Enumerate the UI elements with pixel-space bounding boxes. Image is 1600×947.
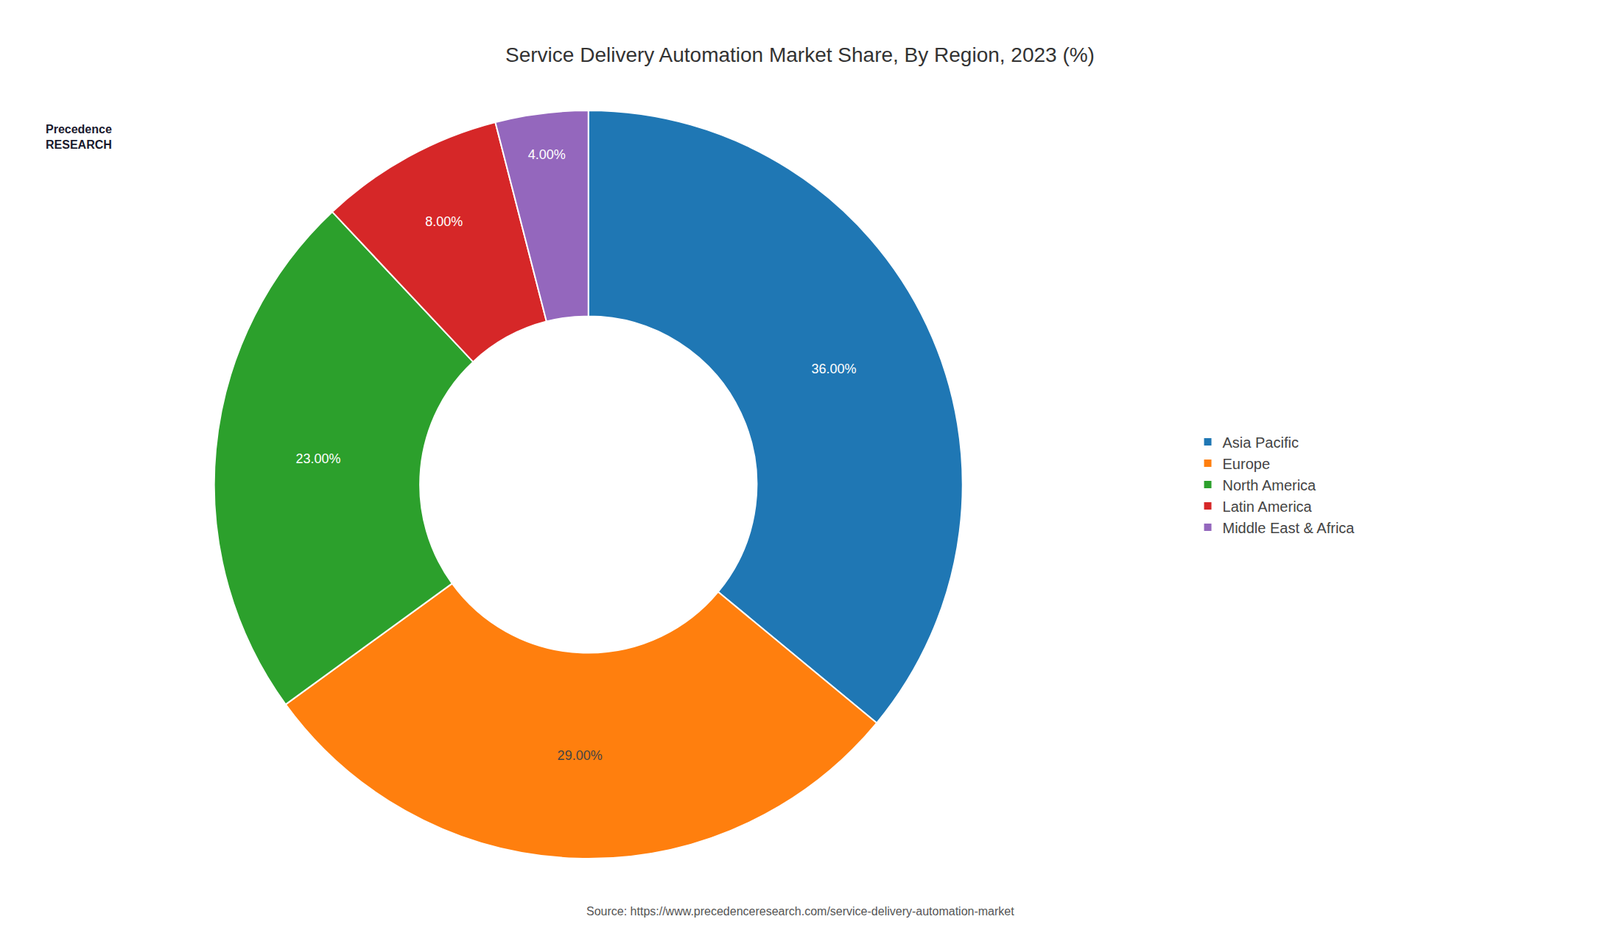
svg-text:PrecedenceRESEARCH: PrecedenceRESEARCH [45, 123, 112, 152]
svg-text:Europe: Europe [1222, 455, 1271, 473]
svg-text:Latin America: Latin America [1222, 498, 1313, 515]
svg-text:36.00%: 36.00% [811, 361, 856, 377]
svg-text:23.00%: 23.00% [296, 451, 342, 467]
svg-text:4.00%: 4.00% [528, 147, 566, 163]
svg-text:North America: North America [1222, 477, 1318, 494]
svg-text:Middle East & Africa: Middle East & Africa [1222, 520, 1356, 537]
svg-text:8.00%: 8.00% [425, 214, 463, 230]
svg-text:Service Delivery Automation Ma: Service Delivery Automation Market Share… [505, 43, 1095, 67]
svg-text:Asia Pacific: Asia Pacific [1222, 434, 1299, 451]
svg-text:29.00%: 29.00% [557, 748, 603, 764]
svg-text:Source: https://www.precedence: Source: https://www.precedenceresearch.c… [586, 905, 1015, 918]
